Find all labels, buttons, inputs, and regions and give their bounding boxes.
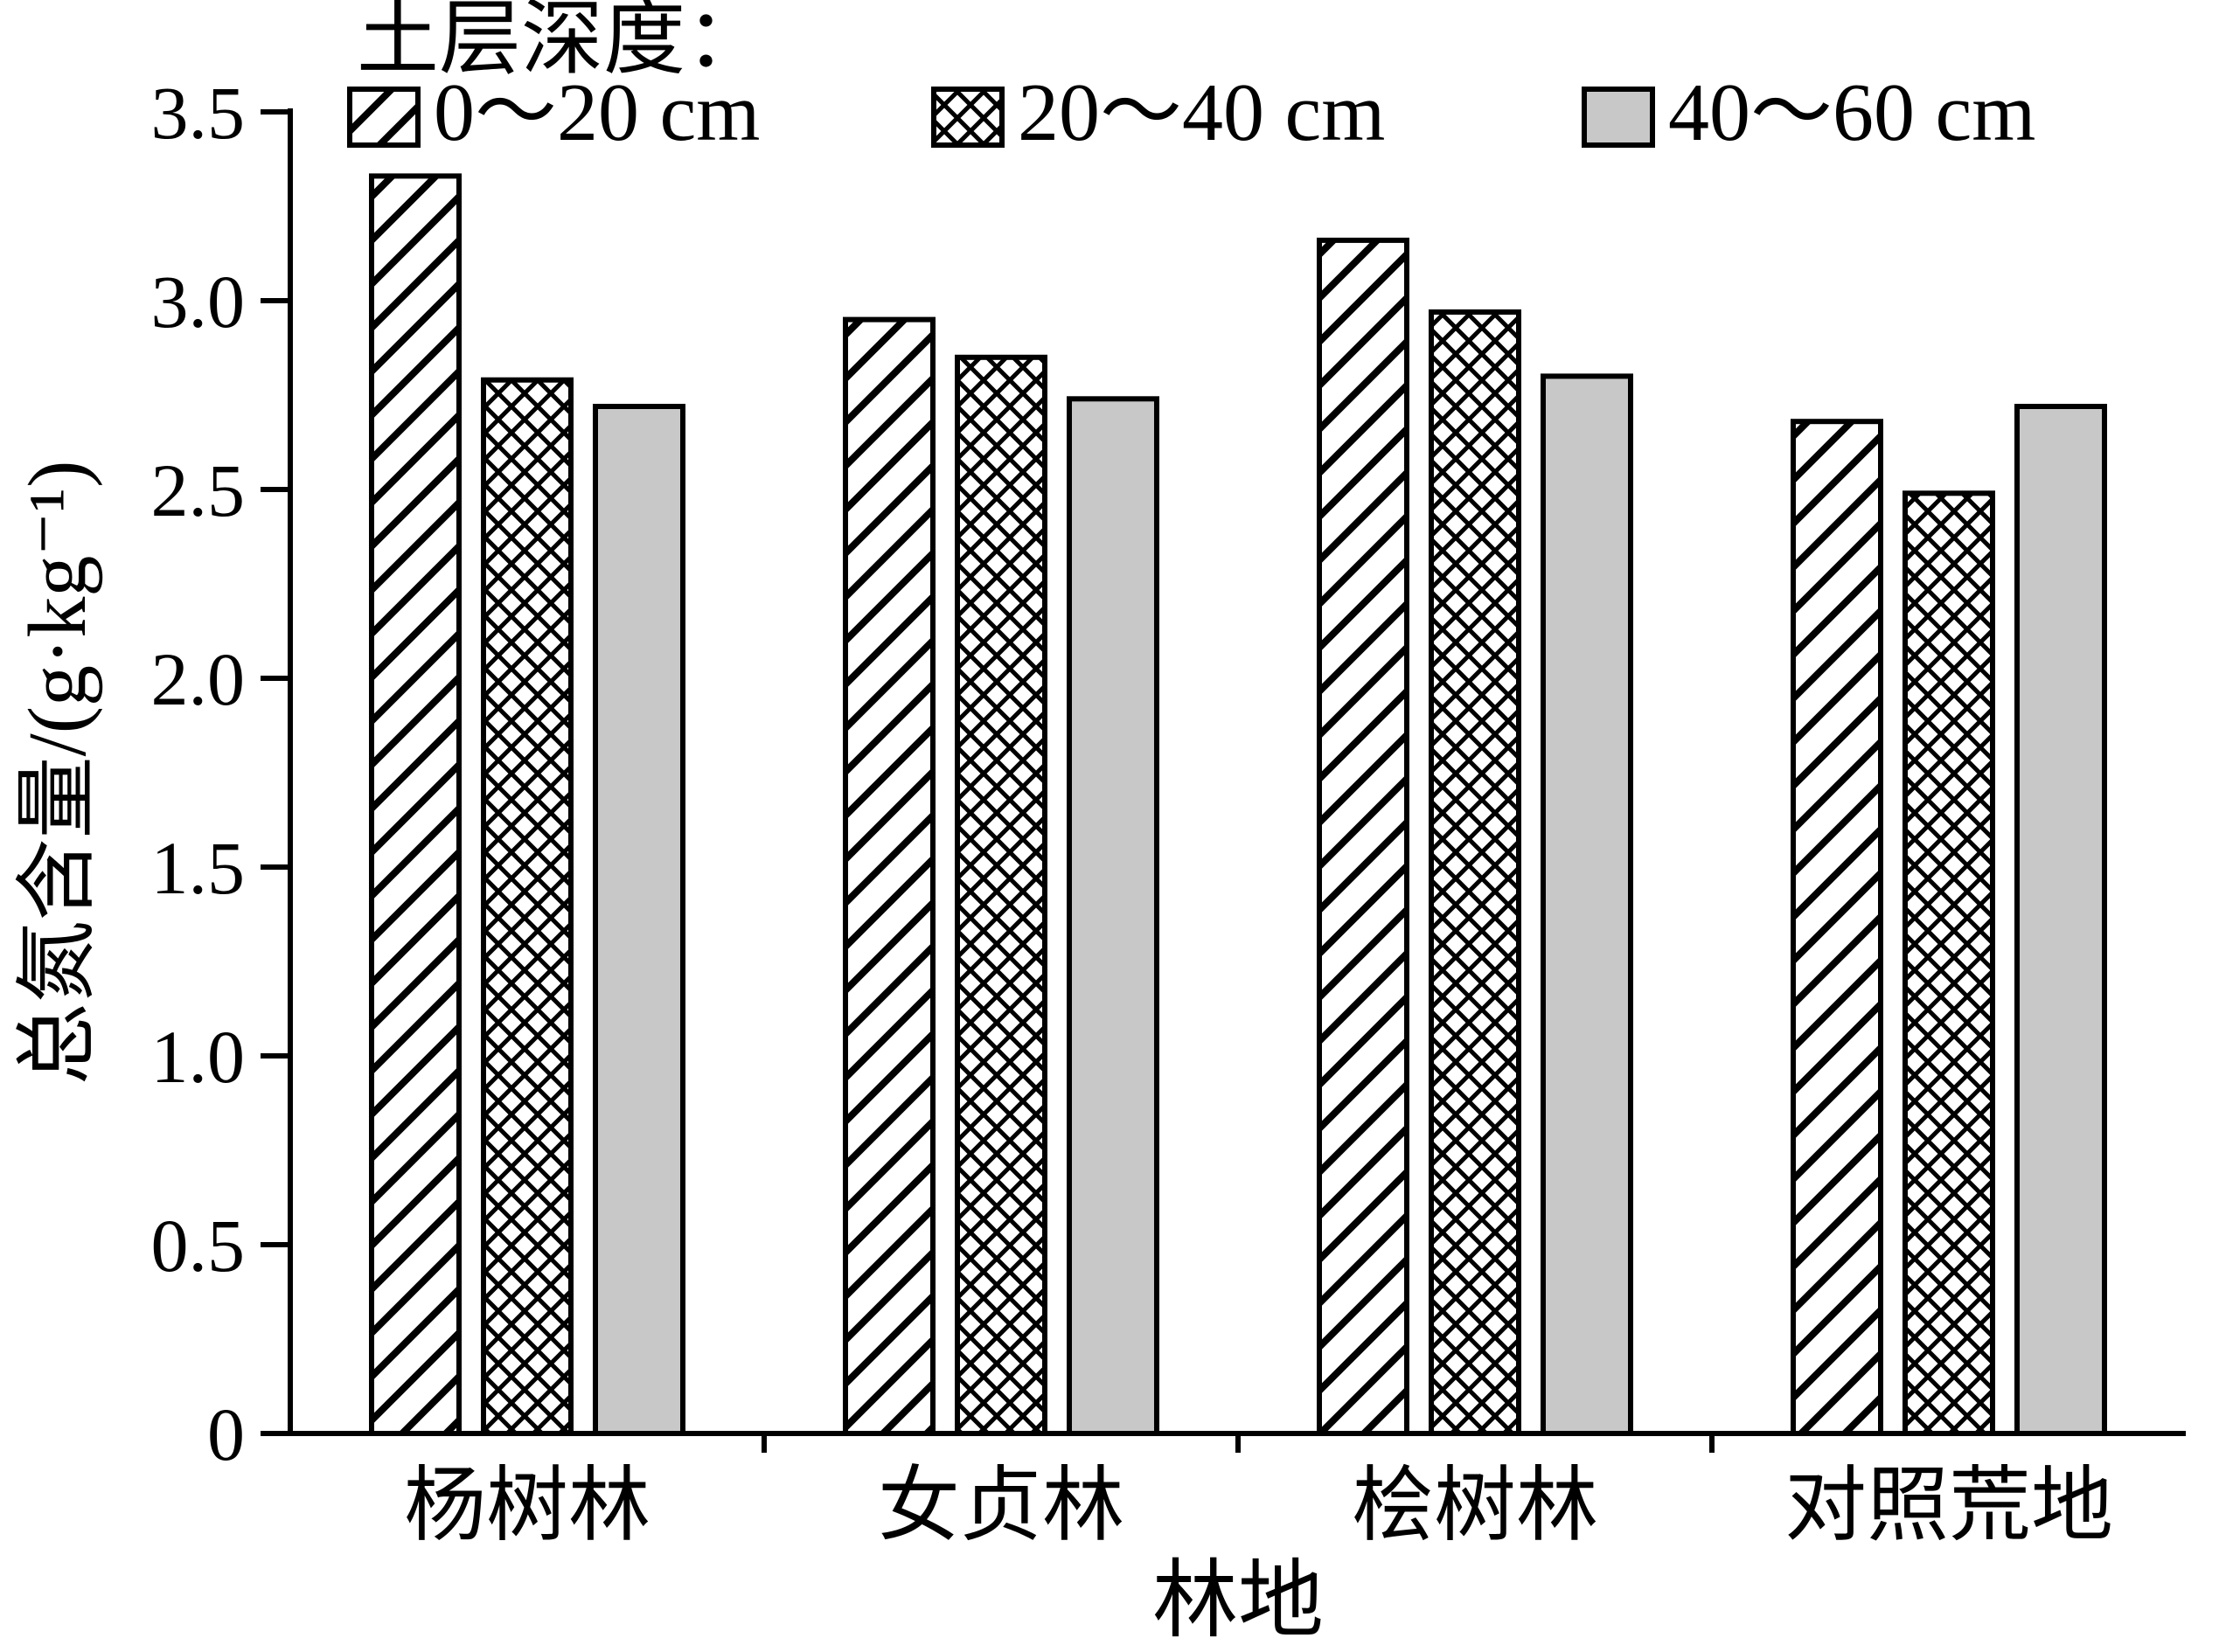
y-tick-label: 0.5 [151, 1204, 246, 1288]
bar-s0-c1 [843, 316, 936, 1437]
x-category-label: 桧树林 [1352, 1461, 1598, 1551]
legend-swatch-s2 [1582, 87, 1655, 148]
y-tick-label: 2.0 [151, 637, 246, 721]
y-tick-label: 2.5 [151, 448, 246, 532]
x-category-label: 女贞林 [878, 1461, 1124, 1551]
legend-label-s0: 0～20 cm [434, 67, 760, 158]
y-tick-label: 3.5 [151, 71, 246, 155]
x-axis-title: 林地 [1152, 1554, 1324, 1648]
y-tick-label: 1.5 [151, 826, 246, 910]
bar-s2-c3 [2014, 404, 2107, 1436]
bar-s1-c2 [1429, 309, 1521, 1436]
bar-s0-c2 [1317, 237, 1409, 1436]
legend-label-s2: 40～60 cm [1668, 67, 2035, 158]
y-tick-label: 0 [207, 1392, 245, 1476]
legend-swatch-s1 [931, 87, 1005, 148]
bar-s0-c3 [1791, 419, 1883, 1437]
bar-s1-c3 [1903, 490, 1995, 1436]
y-tick-label: 3.0 [151, 260, 246, 344]
bar-s0-c0 [369, 173, 462, 1436]
bar-s2-c0 [593, 404, 685, 1436]
y-axis-title: 总氮含量/(g·kg⁻¹) [12, 461, 103, 1086]
bar-s1-c0 [481, 377, 574, 1437]
bar-s2-c2 [1541, 373, 1633, 1436]
legend-title: 土层深度： [357, 0, 768, 85]
x-category-label: 对照荒地 [1784, 1461, 2113, 1551]
x-category-label: 杨树林 [404, 1461, 650, 1551]
bar-s1-c1 [955, 354, 1047, 1436]
legend-label-s1: 20～40 cm [1018, 67, 1385, 158]
y-tick-label: 1.0 [151, 1015, 246, 1099]
legend-swatch-s0 [347, 87, 421, 148]
bar-s2-c1 [1067, 396, 1159, 1436]
